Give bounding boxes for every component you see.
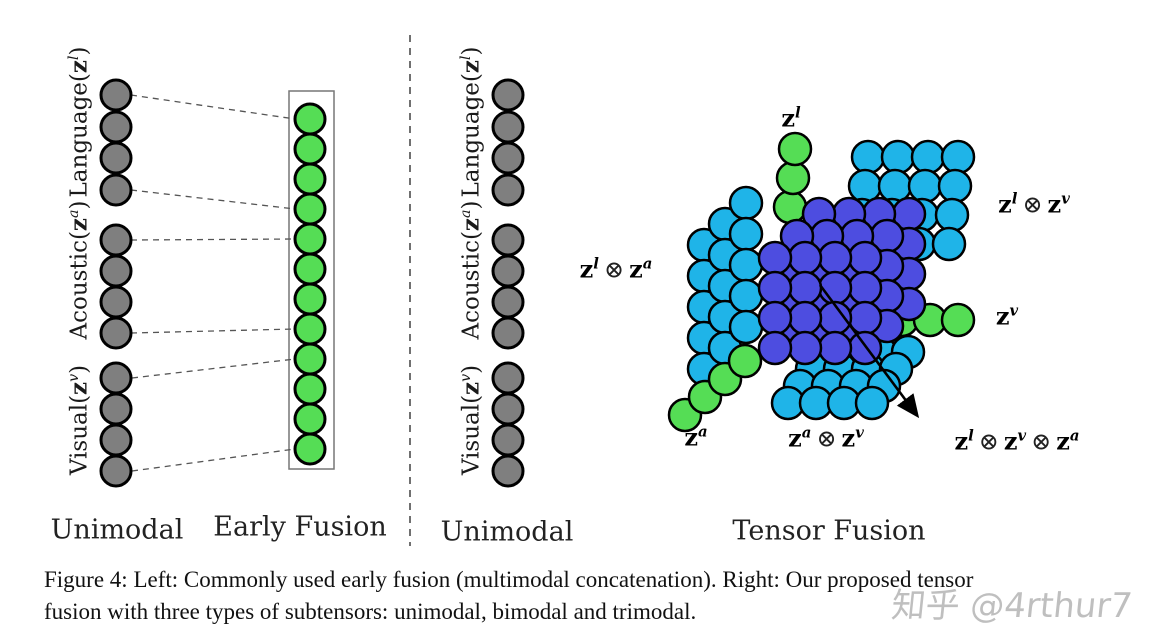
- unimodal-a-units: [667, 343, 763, 433]
- label-right-acoustic: Acoustic(za): [457, 200, 485, 340]
- label-left-acoustic: Acoustic(za): [65, 200, 93, 340]
- early-fusion-box: [288, 90, 335, 470]
- label-right-language: Language(zl): [457, 46, 485, 198]
- figure-caption: Figure 4: Left: Commonly used early fusi…: [44, 564, 1129, 628]
- caption-line-2: fusion with three types of subtensors: u…: [44, 599, 697, 624]
- caption-line-1: Figure 4: Left: Commonly used early fusi…: [44, 567, 974, 592]
- label-right-visual: Visual(zv): [457, 364, 485, 476]
- left-language-units: [99, 78, 133, 207]
- unimodal-l-units: [772, 131, 813, 225]
- label-early-fusion: Early Fusion: [213, 511, 387, 543]
- label-left-language: Language(zl): [65, 46, 93, 198]
- label-left-visual: Visual(zv): [65, 364, 93, 476]
- figure-canvas: [99, 35, 976, 546]
- bimodal-la-plane: [686, 185, 764, 387]
- trimodal-block: [757, 196, 927, 366]
- right-acoustic-units: [491, 223, 525, 350]
- label-unimodal-left: Unimodal: [50, 514, 184, 546]
- label-zl-za: zl ⊗ za: [579, 254, 653, 284]
- right-language-units: [491, 78, 525, 207]
- label-zl-zv: zl ⊗ zv: [998, 189, 1070, 219]
- label-za: za: [684, 422, 708, 452]
- left-acoustic-units: [99, 223, 133, 350]
- concat-connector-3: [130, 238, 296, 241]
- label-zl: zl: [781, 103, 801, 133]
- left-visual-units: [99, 361, 133, 488]
- label-unimodal-right: Unimodal: [440, 516, 574, 548]
- trimodal-arrow: [818, 284, 920, 419]
- label-za-zv: za ⊗ zv: [788, 423, 864, 453]
- concat-connector-6: [131, 448, 296, 472]
- concat-connector-2: [130, 189, 296, 210]
- label-zl-zv-za: zl ⊗ zv ⊗ za: [954, 426, 1080, 456]
- concat-connector-1: [130, 94, 296, 120]
- concat-connector-4: [130, 328, 296, 334]
- early-fusion-units: [293, 102, 327, 466]
- label-zv: zv: [995, 301, 1019, 331]
- right-visual-units: [491, 361, 525, 488]
- label-tensor-fusion: Tensor Fusion: [732, 515, 926, 547]
- concat-connector-5: [131, 358, 296, 379]
